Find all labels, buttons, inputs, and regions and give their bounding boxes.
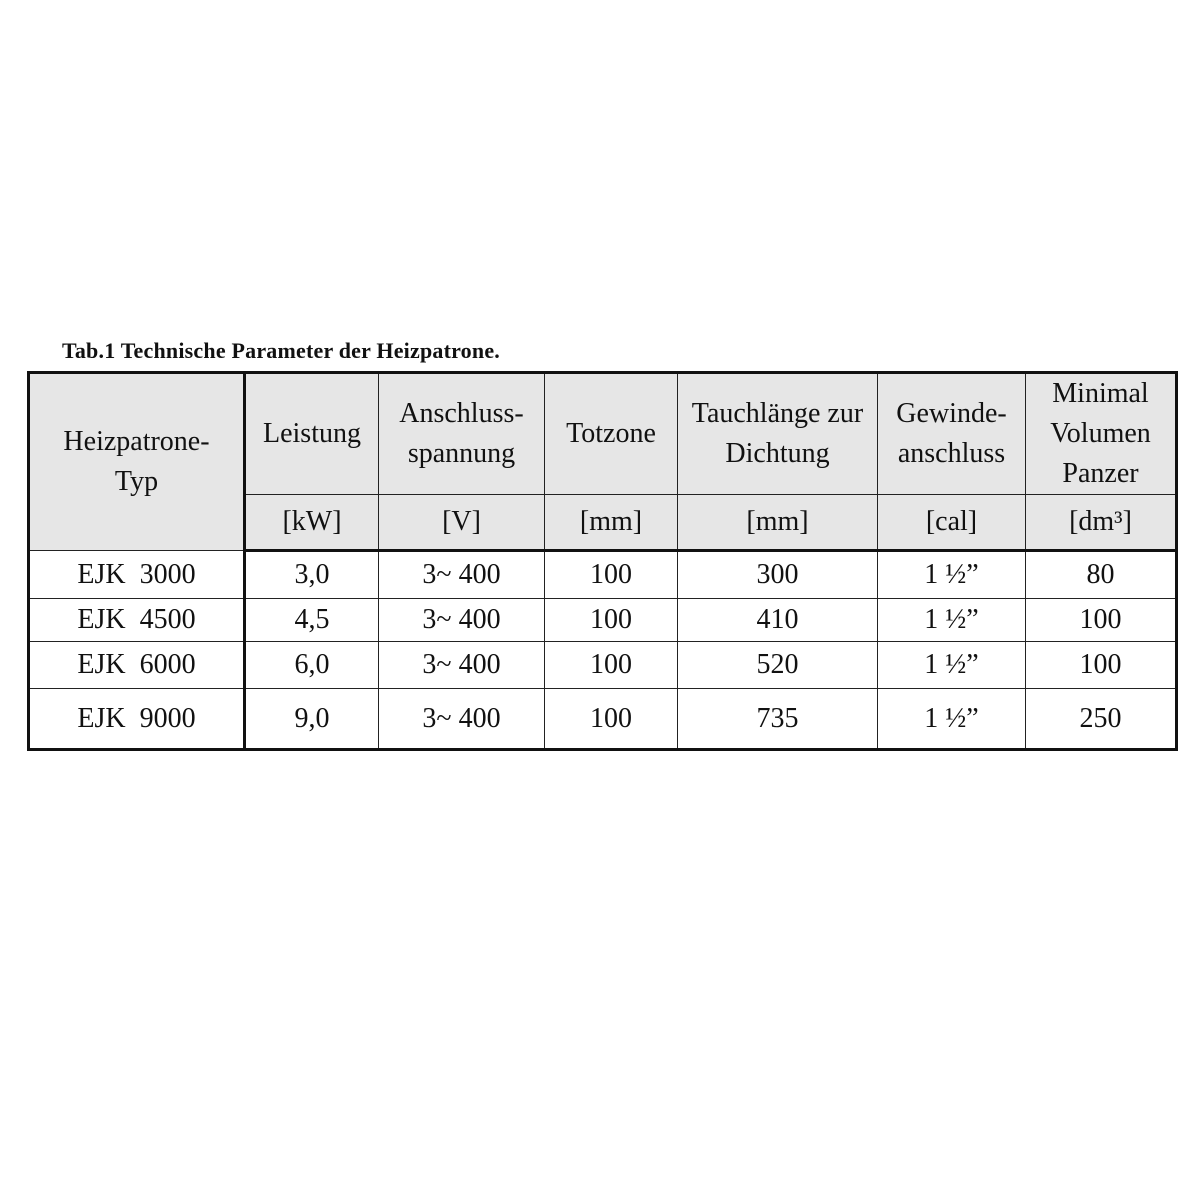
unit-kw: [kW] <box>244 494 379 552</box>
table-cell: 100 <box>544 550 678 599</box>
header-leistung: Leistung <box>244 372 379 495</box>
row-type-cell: EJK 4500 <box>28 598 246 642</box>
unit-v: [V] <box>378 494 545 552</box>
row-type-cell: EJK 9000 <box>28 688 246 750</box>
table-row: EJK 6000 6,0 3~ 400 100 520 1 ½” 100 <box>28 641 1177 689</box>
table-cell: 4,5 <box>244 598 379 642</box>
table-cell: 3~ 400 <box>378 641 545 689</box>
unit-dm3: [dm³] <box>1025 494 1177 552</box>
table-cell: 735 <box>677 688 878 750</box>
table-cell: 1 ½” <box>877 688 1026 750</box>
table-cell: 100 <box>544 641 678 689</box>
heater-parameters-table: Heizpatrone- Typ Leistung Anschluss- spa… <box>27 371 1178 751</box>
unit-mm: [mm] <box>677 494 878 552</box>
header-totzone: Totzone <box>544 372 678 495</box>
table-cell: 1 ½” <box>877 598 1026 642</box>
row-type-cell: EJK 6000 <box>28 641 246 689</box>
table-cell: 80 <box>1025 550 1177 599</box>
table-row: EJK 3000 3,0 3~ 400 100 300 1 ½” 80 <box>28 550 1177 599</box>
unit-mm: [mm] <box>544 494 678 552</box>
table-cell: 410 <box>677 598 878 642</box>
table-cell: 250 <box>1025 688 1177 750</box>
table-cell: 1 ½” <box>877 550 1026 599</box>
table-cell: 3~ 400 <box>378 598 545 642</box>
header-gewindeanschluss: Gewinde- anschluss <box>877 372 1026 495</box>
table-row: EJK 9000 9,0 3~ 400 100 735 1 ½” 250 <box>28 688 1177 750</box>
table-cell: 100 <box>544 598 678 642</box>
header-minimal-volumen: Minimal Volumen Panzer <box>1025 372 1177 495</box>
table-caption: Tab.1 Technische Parameter der Heizpatro… <box>62 338 500 363</box>
table-cell: 100 <box>1025 598 1177 642</box>
table-cell: 100 <box>544 688 678 750</box>
table-row: EJK 4500 4,5 3~ 400 100 410 1 ½” 100 <box>28 598 1177 642</box>
table-cell: 9,0 <box>244 688 379 750</box>
table-cell: 6,0 <box>244 641 379 689</box>
header-type: Heizpatrone- Typ <box>28 372 246 551</box>
table-cell: 3~ 400 <box>378 688 545 750</box>
table-cell: 300 <box>677 550 878 599</box>
table-cell: 3~ 400 <box>378 550 545 599</box>
unit-cal: [cal] <box>877 494 1026 552</box>
header-tauchlaenge: Tauchlänge zur Dichtung <box>677 372 878 495</box>
table-cell: 3,0 <box>244 550 379 599</box>
table-cell: 1 ½” <box>877 641 1026 689</box>
table-cell: 100 <box>1025 641 1177 689</box>
table-cell: 520 <box>677 641 878 689</box>
row-type-cell: EJK 3000 <box>28 550 246 599</box>
header-anschlussspannung: Anschluss- spannung <box>378 372 545 495</box>
